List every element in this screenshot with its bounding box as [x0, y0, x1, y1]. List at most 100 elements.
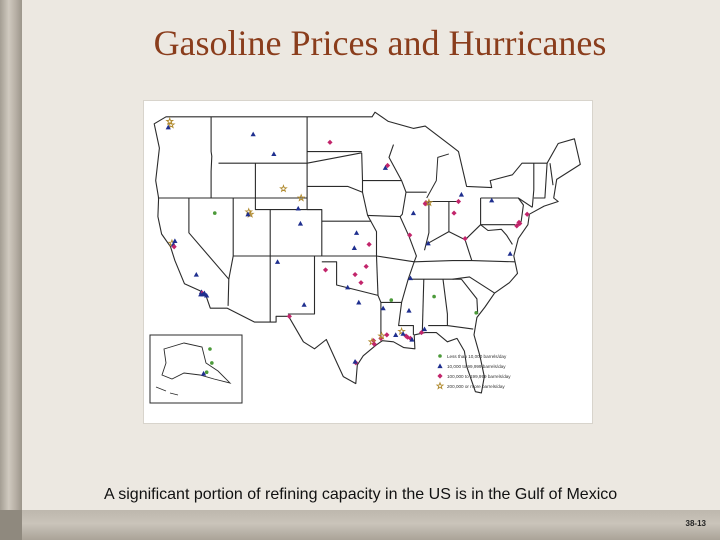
- state-border: [307, 185, 363, 193]
- refinery-marker: [400, 331, 406, 336]
- legend-label: 10,000 to 99,999 barrels/day: [447, 364, 506, 369]
- refinery-marker: [425, 240, 431, 246]
- refinery-marker: [356, 299, 362, 305]
- state-border: [428, 279, 448, 327]
- refinery-markers: [165, 116, 530, 376]
- legend-marker-circle: [438, 354, 442, 358]
- refinery-marker: [295, 205, 301, 211]
- refinery-marker: [363, 263, 369, 270]
- refinery-marker: [210, 361, 214, 365]
- refinery-marker: [458, 191, 465, 197]
- refinery-marker: [327, 139, 333, 145]
- state-border: [447, 325, 474, 330]
- state-border: [533, 163, 548, 199]
- refinery-marker: [371, 341, 377, 347]
- state-border: [480, 198, 516, 226]
- state-border: [375, 255, 379, 296]
- refinery-marker: [397, 326, 406, 336]
- refinery-marker: [274, 259, 281, 264]
- refinery-marker: [352, 271, 358, 278]
- legend-marker-triangle: [437, 363, 443, 369]
- refinery-marker: [204, 292, 210, 298]
- refinery-marker: [322, 267, 329, 273]
- refinery-marker: [297, 220, 304, 226]
- refinery-marker: [166, 120, 176, 129]
- refinery-marker: [507, 251, 513, 256]
- alaska-inset: [149, 334, 243, 404]
- us-map-outline: [153, 111, 581, 394]
- refinery-marker: [296, 193, 306, 202]
- refinery-marker: [204, 370, 209, 375]
- slide-caption: A significant portion of refining capaci…: [104, 486, 618, 503]
- refinery-marker: [198, 291, 204, 297]
- state-border: [254, 163, 322, 211]
- aleutian-outline: [155, 386, 179, 396]
- refinery-marker: [366, 241, 372, 247]
- refinery-marker: [352, 358, 358, 364]
- state-border: [188, 198, 230, 280]
- state-border: [321, 261, 382, 341]
- legend-label: Less than 10,000 barrels/day: [447, 354, 507, 359]
- refinery-marker: [279, 184, 288, 193]
- refinery-marker: [410, 210, 417, 216]
- bottom-decorative-strip: [0, 510, 720, 540]
- corner-decoration: [0, 510, 22, 540]
- state-border: [362, 180, 407, 218]
- refinery-map: Less than 10,000 barrels/day 10,000 to 99…: [143, 100, 593, 424]
- refinery-marker: [406, 307, 412, 313]
- state-border: [388, 144, 403, 181]
- great-lakes-shoreline: [426, 153, 450, 199]
- state-border: [398, 216, 417, 335]
- state-border: [218, 152, 362, 164]
- refinery-marker: [384, 332, 390, 338]
- refinery-marker: [165, 124, 171, 130]
- refinery-marker: [367, 337, 377, 346]
- state-border: [210, 116, 213, 198]
- state-border: [414, 260, 515, 263]
- slide-number: 38-13: [685, 519, 706, 528]
- state-border: [421, 279, 425, 333]
- refinery-marker: [193, 271, 199, 277]
- alaska-outline: [161, 342, 232, 384]
- refinery-marker: [353, 230, 360, 235]
- refinery-marker: [380, 305, 386, 311]
- refinery-marker: [424, 198, 434, 207]
- refinery-marker: [474, 311, 478, 315]
- refinery-marker: [407, 275, 414, 281]
- refinery-marker: [421, 326, 428, 332]
- refinery-marker: [351, 245, 357, 250]
- legend-marker-diamond: [437, 373, 443, 379]
- state-border: [464, 239, 473, 261]
- refinery-marker: [524, 211, 530, 217]
- state-border: [460, 278, 479, 315]
- slide-title: Gasoline Prices and Hurricanes: [153, 23, 607, 63]
- state-border: [427, 231, 450, 244]
- refinery-map-svg: Less than 10,000 barrels/day 10,000 to 99…: [149, 111, 581, 404]
- refinery-marker: [201, 370, 207, 376]
- refinery-marker: [172, 238, 178, 243]
- map-legend: Less than 10,000 barrels/day 10,000 to 99…: [435, 354, 511, 390]
- refinery-marker: [358, 280, 364, 286]
- refinery-marker: [393, 332, 399, 337]
- refinery-marker: [489, 197, 495, 203]
- refinery-marker: [418, 329, 425, 336]
- refinery-marker: [271, 151, 277, 156]
- state-border: [480, 224, 513, 245]
- refinery-marker: [432, 294, 436, 299]
- refinery-marker: [517, 220, 523, 227]
- state-border: [452, 276, 495, 294]
- state-border: [423, 201, 430, 251]
- refinery-marker: [382, 165, 388, 170]
- refinery-marker: [245, 211, 251, 217]
- refinery-marker: [250, 131, 256, 137]
- state-border: [361, 152, 378, 256]
- refinery-marker: [389, 298, 394, 302]
- country-outline: [153, 111, 581, 394]
- state-border: [549, 163, 554, 186]
- inset-frame: [149, 334, 243, 404]
- state-border: [233, 255, 415, 263]
- refinery-marker: [409, 336, 415, 342]
- state-border: [531, 163, 535, 208]
- legend-label: 200,000 or more barrels/day: [447, 384, 505, 389]
- legend-marker-star: [435, 381, 445, 390]
